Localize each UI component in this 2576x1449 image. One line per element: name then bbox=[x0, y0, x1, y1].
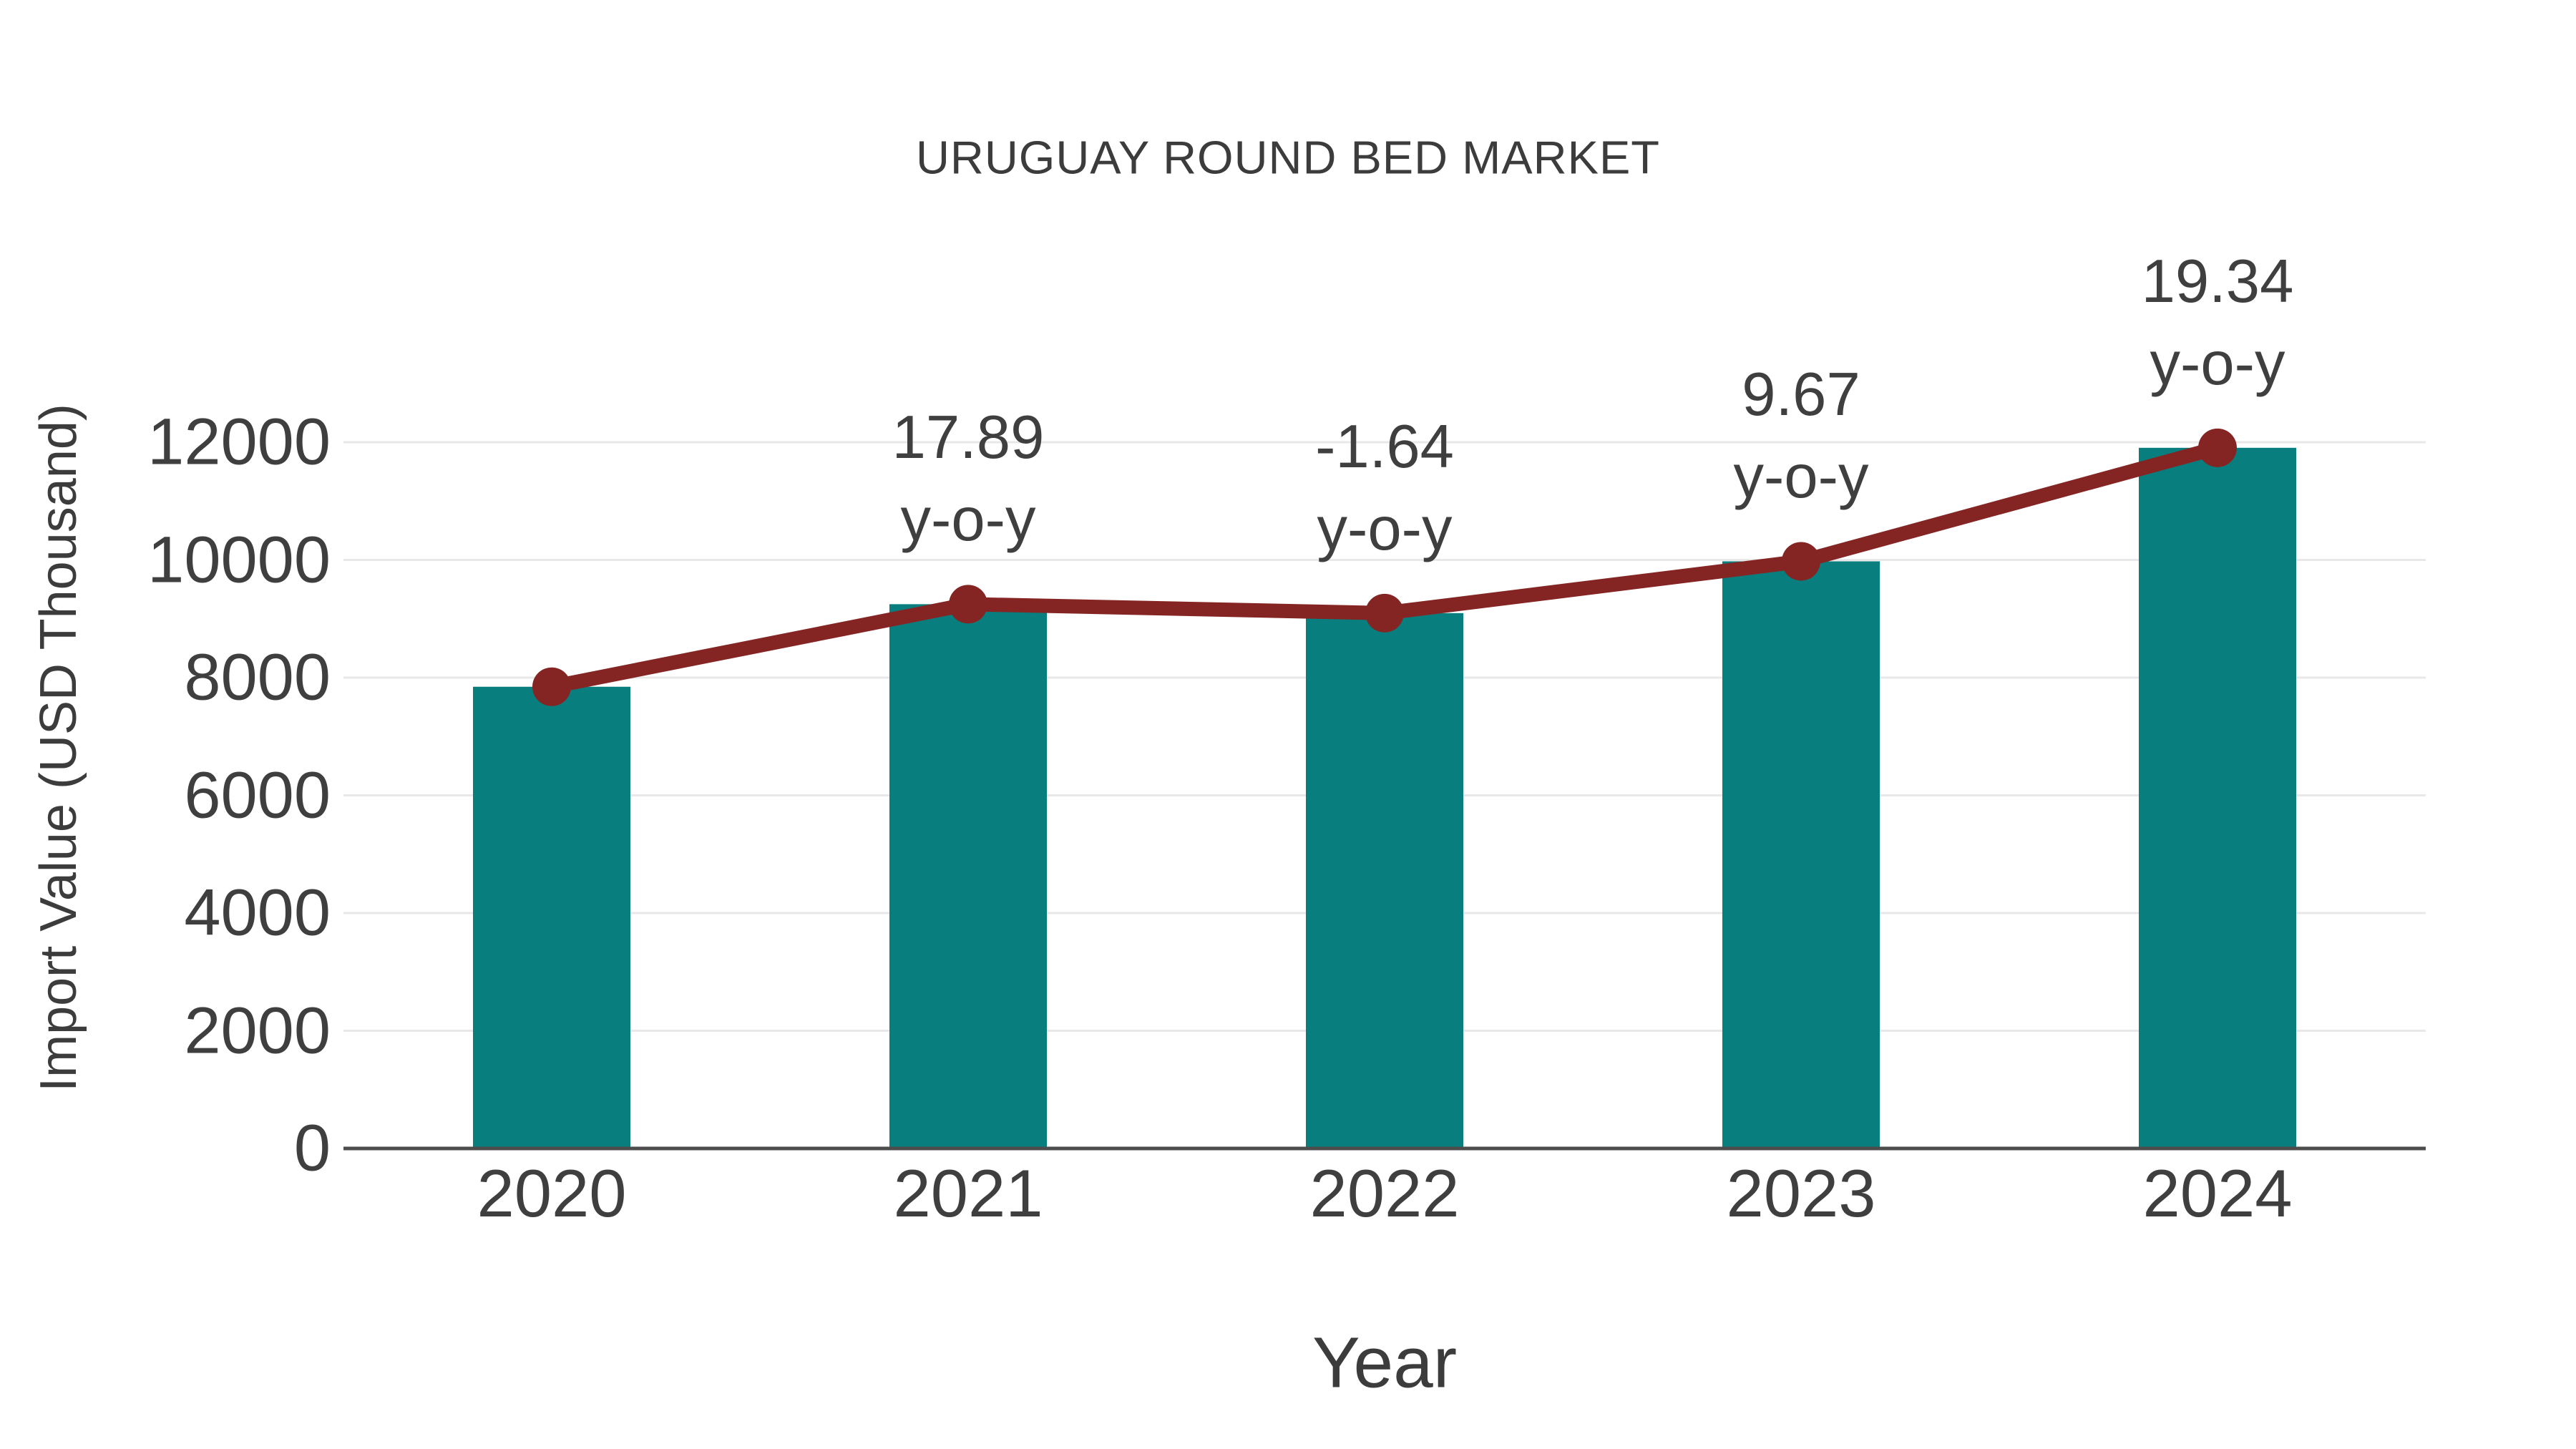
x-axis-title: Year bbox=[1312, 1322, 1458, 1403]
y-tick-label-12000: 12000 bbox=[147, 405, 331, 479]
bar-2024 bbox=[2139, 447, 2296, 1148]
x-tick-label-2022: 2022 bbox=[1309, 1156, 1460, 1231]
y-tick-label-10000: 10000 bbox=[147, 523, 331, 596]
annotation-yoy-2021: y-o-y bbox=[900, 486, 1036, 555]
y-tick-label-6000: 6000 bbox=[184, 758, 331, 831]
x-tick-label-2023: 2023 bbox=[1726, 1156, 1876, 1231]
y-axis-title: Import Value (USD Thousand) bbox=[30, 404, 87, 1092]
x-tick-label-2020: 2020 bbox=[477, 1156, 627, 1231]
annotation-value-2021: 17.89 bbox=[892, 404, 1045, 472]
y-tick-label-0: 0 bbox=[293, 1111, 331, 1185]
line-marker-2020 bbox=[532, 667, 571, 706]
bar-2023 bbox=[1722, 561, 1880, 1148]
line-marker-2023 bbox=[1782, 542, 1820, 581]
y-tick-label-2000: 2000 bbox=[184, 994, 331, 1067]
annotation-yoy-2022: y-o-y bbox=[1317, 494, 1453, 563]
chart-title: URUGUAY ROUND BED MARKET bbox=[915, 131, 1661, 184]
bar-2020 bbox=[473, 686, 630, 1148]
line-marker-2022 bbox=[1365, 593, 1404, 633]
annotation-yoy-2024: y-o-y bbox=[2150, 329, 2285, 398]
bar-2021 bbox=[889, 604, 1047, 1148]
y-tick-label-8000: 8000 bbox=[184, 640, 331, 714]
annotation-value-2023: 9.67 bbox=[1742, 361, 1860, 429]
x-tick-label-2024: 2024 bbox=[2142, 1156, 2293, 1231]
y-tick-label-4000: 4000 bbox=[184, 876, 331, 950]
line-marker-2021 bbox=[949, 585, 987, 624]
line-marker-2024 bbox=[2198, 428, 2237, 467]
annotation-yoy-2023: y-o-y bbox=[1733, 443, 1869, 512]
bar-2022 bbox=[1306, 613, 1463, 1148]
x-tick-label-2021: 2021 bbox=[893, 1156, 1043, 1231]
annotation-value-2024: 19.34 bbox=[2141, 247, 2294, 316]
annotation-value-2022: -1.64 bbox=[1315, 412, 1454, 481]
